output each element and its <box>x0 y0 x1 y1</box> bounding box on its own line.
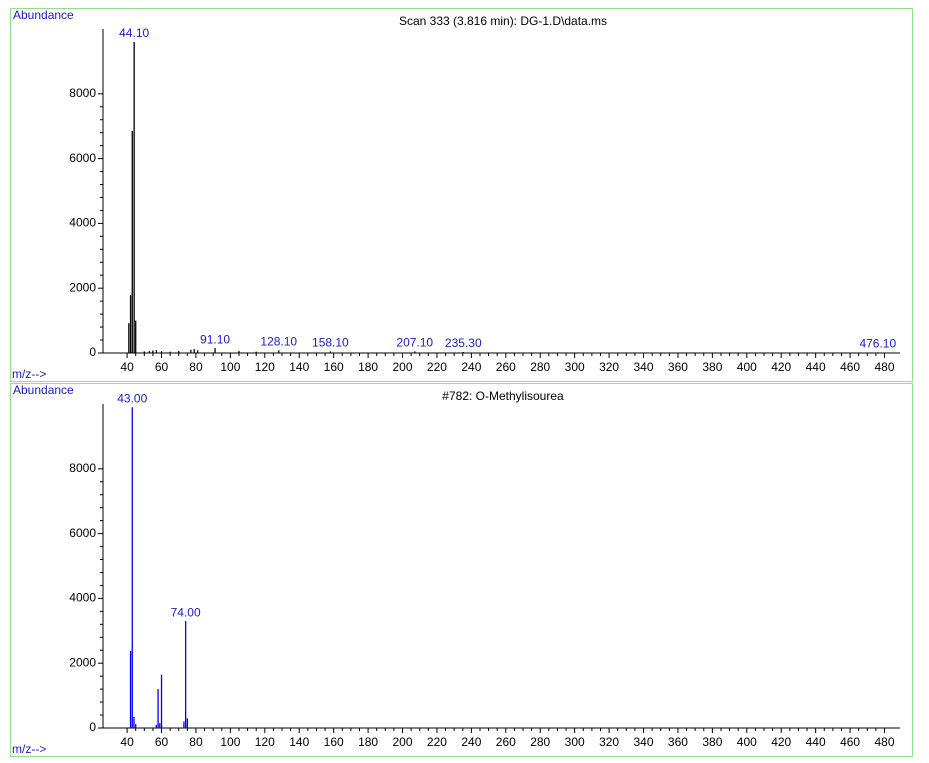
x-tick-label: 120 <box>255 735 275 749</box>
x-tick-label: 60 <box>155 735 169 749</box>
x-tick-label: 440 <box>806 735 826 749</box>
x-tick-label: 380 <box>702 735 722 749</box>
x-tick-label: 100 <box>220 735 240 749</box>
x-tick-label: 80 <box>189 735 203 749</box>
x-tick-label: 380 <box>702 360 722 374</box>
peak-label: 235.30 <box>445 336 482 350</box>
x-axis-label: m/z--> <box>12 742 46 756</box>
x-tick-label: 100 <box>220 360 240 374</box>
chart-title: #782: O-Methylisourea <box>442 389 564 403</box>
x-tick-label: 460 <box>840 360 860 374</box>
x-tick-label: 220 <box>427 360 447 374</box>
x-tick-label: 400 <box>737 360 757 374</box>
y-tick-label: 2000 <box>69 655 96 669</box>
peak-label: 128.10 <box>260 335 297 349</box>
peak-label: 91.10 <box>200 332 230 346</box>
x-tick-label: 180 <box>358 360 378 374</box>
x-tick-label: 260 <box>496 735 516 749</box>
x-tick-label: 280 <box>530 360 550 374</box>
y-tick-label: 0 <box>89 720 96 734</box>
x-tick-label: 340 <box>633 360 653 374</box>
x-axis-label: m/z--> <box>12 367 46 381</box>
x-tick-label: 200 <box>393 735 413 749</box>
y-axis-label: Abundance <box>13 383 74 397</box>
x-tick-label: 280 <box>530 735 550 749</box>
x-tick-label: 320 <box>599 360 619 374</box>
x-tick-label: 360 <box>668 360 688 374</box>
x-tick-label: 300 <box>565 360 585 374</box>
x-tick-label: 340 <box>633 735 653 749</box>
x-tick-label: 160 <box>324 360 344 374</box>
peak-label: 44.10 <box>119 26 149 40</box>
x-tick-label: 40 <box>120 360 134 374</box>
x-tick-label: 40 <box>120 735 134 749</box>
x-tick-label: 140 <box>289 735 309 749</box>
x-tick-label: 480 <box>874 735 894 749</box>
y-tick-label: 8000 <box>69 461 96 475</box>
x-tick-label: 200 <box>393 360 413 374</box>
y-tick-label: 4000 <box>69 591 96 605</box>
peak-label: 158.10 <box>312 336 349 350</box>
peak-label: 207.10 <box>396 336 433 350</box>
y-tick-label: 6000 <box>69 526 96 540</box>
x-tick-label: 400 <box>737 735 757 749</box>
chart-title: Scan 333 (3.816 min): DG-1.D\data.ms <box>399 14 607 28</box>
y-tick-label: 2000 <box>69 280 96 294</box>
x-tick-label: 80 <box>189 360 203 374</box>
y-tick-label: 4000 <box>69 216 96 230</box>
x-tick-label: 160 <box>324 735 344 749</box>
x-tick-label: 420 <box>771 735 791 749</box>
x-tick-label: 240 <box>461 360 481 374</box>
panel-frame <box>10 8 913 382</box>
y-tick-label: 6000 <box>69 151 96 165</box>
y-tick-label: 0 <box>89 345 96 359</box>
y-axis-label: Abundance <box>13 8 74 22</box>
x-tick-label: 140 <box>289 360 309 374</box>
x-tick-label: 460 <box>840 735 860 749</box>
x-tick-label: 360 <box>668 735 688 749</box>
x-tick-label: 180 <box>358 735 378 749</box>
panel-frame <box>10 383 913 757</box>
x-tick-label: 60 <box>155 360 169 374</box>
x-tick-label: 440 <box>806 360 826 374</box>
x-tick-label: 300 <box>565 735 585 749</box>
peak-label: 43.00 <box>117 391 147 405</box>
peak-label: 476.10 <box>859 337 896 351</box>
x-tick-label: 120 <box>255 360 275 374</box>
x-tick-label: 320 <box>599 735 619 749</box>
x-tick-label: 240 <box>461 735 481 749</box>
x-tick-label: 220 <box>427 735 447 749</box>
x-tick-label: 420 <box>771 360 791 374</box>
peak-label: 74.00 <box>171 605 201 619</box>
x-tick-label: 480 <box>874 360 894 374</box>
x-tick-label: 260 <box>496 360 516 374</box>
y-tick-label: 8000 <box>69 86 96 100</box>
